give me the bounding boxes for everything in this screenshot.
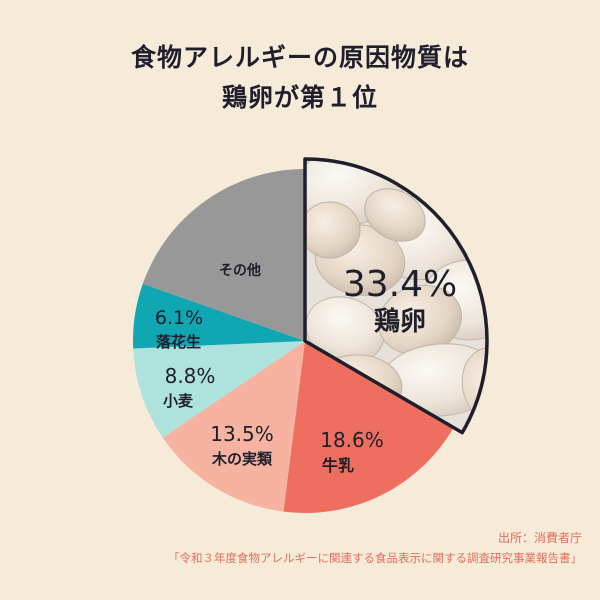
- pie-label-value-wheat: 8.8%: [165, 364, 216, 388]
- egg-photo-shape: [364, 188, 426, 242]
- pie-slice-other: [142, 169, 305, 341]
- pie-label-name-tree-nuts: 木の実類: [211, 450, 273, 468]
- egg-slice-veil: [305, 159, 487, 433]
- pie-label-name-egg: 鶏卵: [374, 307, 426, 337]
- pie-slice-tree-nuts: [162, 341, 305, 512]
- chart-title: 食物アレルギーの原因物質は 鶏卵が第１位: [0, 38, 600, 118]
- source-label: 出所：消費者庁: [497, 531, 582, 545]
- pie-label-name-other: その他: [219, 262, 261, 279]
- pie-label-value-egg: 33.4%: [343, 264, 457, 305]
- pie-label-value-tree-nuts: 13.5%: [210, 422, 274, 446]
- egg-slice-outline: [303, 157, 489, 435]
- pie-label-name-peanut: 落花生: [156, 333, 201, 351]
- pie-label-name-milk: 牛乳: [322, 456, 354, 475]
- egg-photo-shape: [478, 190, 487, 270]
- egg-photo-shape: [305, 201, 361, 259]
- pie-label-name-wheat: 小麦: [163, 392, 194, 410]
- pie-label-value-milk: 18.6%: [320, 428, 384, 452]
- pie-slice-peanut: [133, 283, 305, 349]
- title-line-2: 鶏卵が第１位: [221, 83, 378, 112]
- pie-label-value-peanut: 6.1%: [155, 307, 203, 329]
- title-line-1: 食物アレルギーの原因物質は: [130, 43, 469, 72]
- pie-slice-wheat: [133, 341, 305, 438]
- pie-slice-milk: [283, 341, 454, 513]
- source-report: 「令和３年度食物アレルギーに関連する食品表示に関する調査研究事業報告書」: [168, 551, 582, 565]
- source-note: 出所：消費者庁 「令和３年度食物アレルギーに関連する食品表示に関する調査研究事業…: [168, 528, 582, 568]
